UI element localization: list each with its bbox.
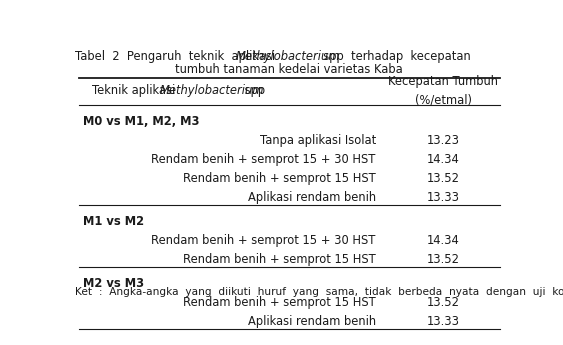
- Text: Rendam benih + semprot 15 HST: Rendam benih + semprot 15 HST: [183, 296, 376, 309]
- Text: Tabel  2  Pengaruh  teknik  aplikasi: Tabel 2 Pengaruh teknik aplikasi: [75, 50, 282, 63]
- Text: Methylobacterium: Methylobacterium: [159, 84, 264, 97]
- Text: (%/etmal): (%/etmal): [415, 93, 472, 106]
- Text: M1 vs M2: M1 vs M2: [83, 215, 145, 228]
- Text: Teknik aplikasi: Teknik aplikasi: [92, 84, 179, 97]
- Text: 13.33: 13.33: [427, 315, 460, 328]
- Text: Rendam benih + semprot 15 HST: Rendam benih + semprot 15 HST: [183, 172, 376, 185]
- Text: Aplikasi rendam benih: Aplikasi rendam benih: [248, 191, 376, 204]
- Text: Rendam benih + semprot 15 HST: Rendam benih + semprot 15 HST: [183, 253, 376, 266]
- Text: 13.52: 13.52: [427, 296, 460, 309]
- Text: Ket  :  Angka-angka  yang  diikuti  huruf  yang  sama,  tidak  berbeda  nyata  d: Ket : Angka-angka yang diikuti huruf yan…: [75, 287, 563, 297]
- Text: spp: spp: [240, 84, 265, 97]
- Text: Aplikasi rendam benih: Aplikasi rendam benih: [248, 315, 376, 328]
- Text: Kecepatan Tumbuh: Kecepatan Tumbuh: [388, 75, 498, 88]
- Text: M0 vs M1, M2, M3: M0 vs M1, M2, M3: [83, 115, 200, 128]
- Text: 14.34: 14.34: [427, 153, 460, 166]
- Text: 13.23: 13.23: [427, 134, 460, 147]
- Text: tumbuh tanaman kedelai varietas Kaba: tumbuh tanaman kedelai varietas Kaba: [175, 63, 403, 76]
- Text: Rendam benih + semprot 15 + 30 HST: Rendam benih + semprot 15 + 30 HST: [151, 153, 376, 166]
- Text: 14.34: 14.34: [427, 234, 460, 247]
- Text: Rendam benih + semprot 15 + 30 HST: Rendam benih + semprot 15 + 30 HST: [151, 234, 376, 247]
- Text: M2 vs M3: M2 vs M3: [83, 277, 145, 290]
- Text: Tanpa aplikasi Isolat: Tanpa aplikasi Isolat: [260, 134, 376, 147]
- Text: 13.52: 13.52: [427, 253, 460, 266]
- Text: 13.33: 13.33: [427, 191, 460, 204]
- Text: 13.52: 13.52: [427, 172, 460, 185]
- Text: spp  terhadap  kecepatan: spp terhadap kecepatan: [316, 50, 471, 63]
- Text: Methylobacterium: Methylobacterium: [235, 50, 340, 63]
